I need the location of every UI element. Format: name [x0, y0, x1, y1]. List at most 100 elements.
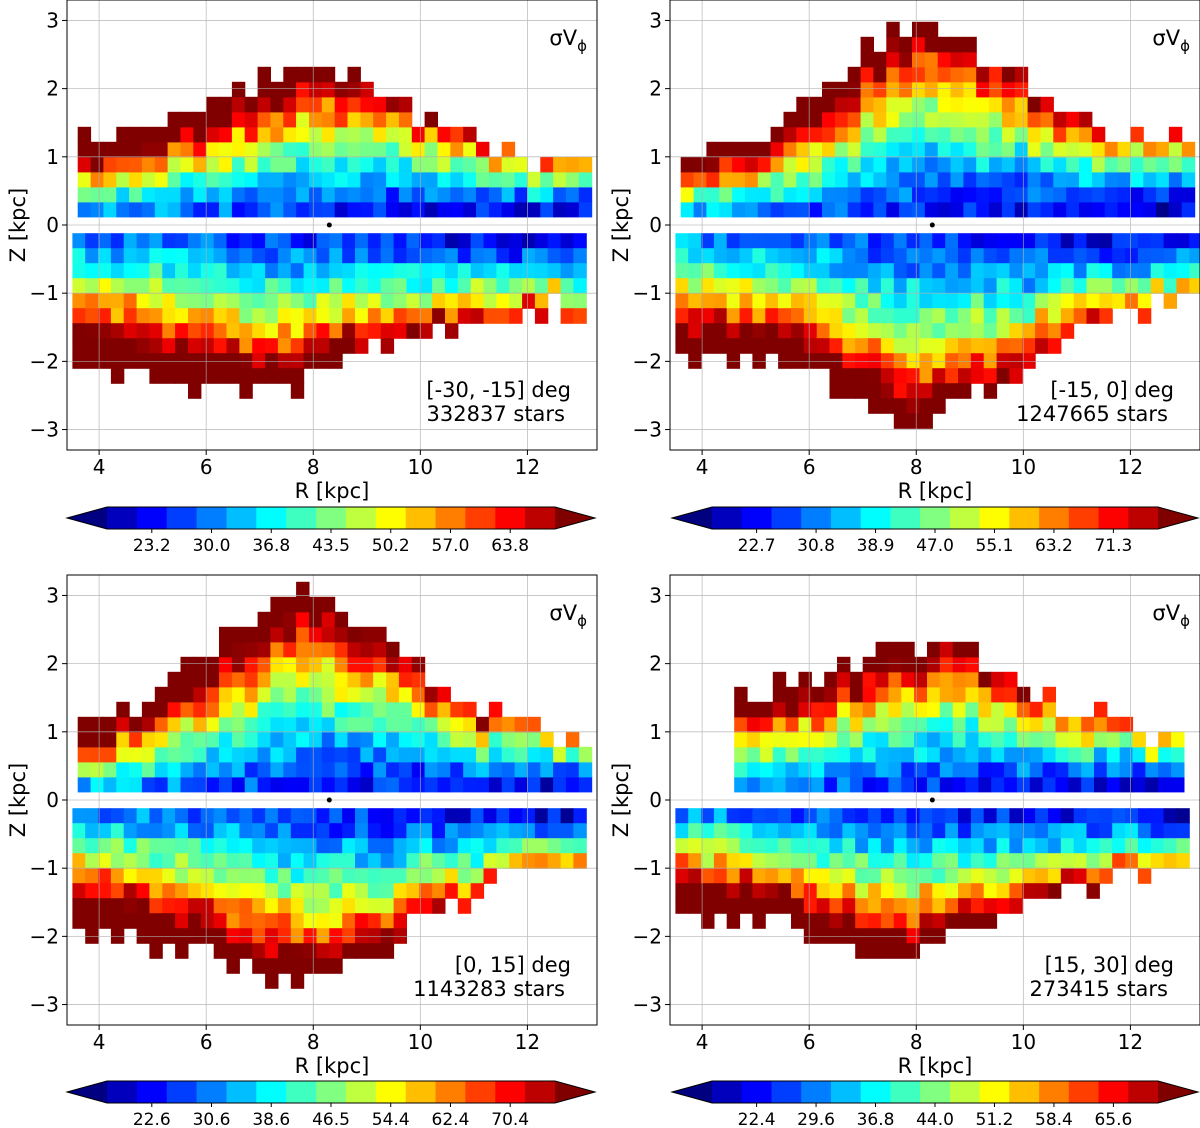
- heatmap-cell: [206, 761, 220, 778]
- heatmap-cell: [1066, 186, 1080, 203]
- colorbar-band: [830, 507, 862, 529]
- heatmap-cell: [463, 746, 477, 763]
- heatmap-cell: [983, 883, 998, 899]
- heatmap-cell: [252, 263, 266, 279]
- colorbar-band: [316, 1081, 347, 1103]
- heatmap-cell: [329, 838, 343, 854]
- heatmap-cell: [1117, 186, 1131, 203]
- heatmap-cell: [367, 823, 382, 839]
- heatmap-cell: [1086, 883, 1100, 899]
- heatmap-cell: [765, 883, 779, 899]
- heatmap-cell: [1035, 308, 1049, 324]
- colorbar-band: [1068, 1081, 1099, 1103]
- heatmap-cell: [791, 898, 805, 914]
- heatmap-cell: [342, 823, 356, 839]
- heatmap-cell: [675, 323, 689, 339]
- heatmap-cell: [188, 898, 202, 914]
- heatmap-cell: [816, 823, 831, 839]
- heatmap-cell: [919, 898, 933, 914]
- heatmap-cell: [244, 671, 259, 688]
- heatmap-cell: [252, 323, 266, 339]
- heatmap-cell: [983, 263, 998, 279]
- heatmap-cell: [1048, 233, 1062, 249]
- heatmap-cell: [950, 51, 964, 68]
- heatmap-cell: [347, 731, 361, 748]
- heatmap-cell: [239, 808, 253, 824]
- heatmap-cell: [85, 913, 99, 929]
- heatmap-cell: [932, 323, 946, 339]
- heatmap-cell: [129, 141, 143, 158]
- heatmap-cell: [849, 746, 864, 763]
- heatmap-cell: [424, 126, 438, 143]
- heatmap-cell: [1040, 156, 1054, 173]
- heatmap-cell: [386, 96, 400, 113]
- heatmap-cell: [770, 171, 784, 188]
- heatmap-cell: [167, 186, 181, 203]
- heatmap-cell: [901, 671, 915, 688]
- heatmap-cell: [1009, 308, 1023, 324]
- star-count-label: 1143283 stars: [413, 977, 565, 1001]
- heatmap-cell: [72, 898, 86, 914]
- heatmap-cell: [983, 823, 998, 839]
- heatmap-cell: [123, 913, 138, 929]
- heatmap-cell: [265, 263, 279, 279]
- heatmap-cell: [367, 883, 382, 899]
- heatmap-cell: [116, 186, 130, 203]
- heatmap-cell: [321, 701, 336, 718]
- heatmap-cell: [450, 776, 464, 793]
- heatmap-cell: [321, 96, 336, 113]
- heatmap-cell: [893, 368, 908, 384]
- heatmap-cell: [906, 943, 920, 959]
- heatmap-cell: [534, 278, 549, 294]
- heatmap-cell: [219, 746, 233, 763]
- heatmap-cell: [701, 838, 715, 854]
- colorbar-band: [860, 507, 891, 529]
- heatmap-cell: [527, 201, 541, 218]
- heatmap-cell: [842, 293, 856, 309]
- heatmap-cell: [380, 853, 395, 869]
- heatmap-cell: [837, 716, 851, 733]
- heatmap-cell: [1130, 126, 1144, 143]
- colorbar: 23.2 30.0 36.8 43.5 50.2 57.0 63.8: [65, 506, 597, 556]
- heatmap-cell: [811, 686, 825, 703]
- heatmap-cell: [129, 186, 143, 203]
- heatmap-cell: [90, 201, 104, 218]
- heatmap-cell: [901, 746, 915, 763]
- heatmap-cell: [1117, 171, 1131, 188]
- heatmap-cell: [945, 913, 959, 929]
- heatmap-cell: [347, 156, 361, 173]
- heatmap-cell: [398, 201, 413, 218]
- heatmap-cell: [411, 656, 426, 673]
- heatmap-cell: [321, 126, 336, 143]
- heatmap-cell: [231, 746, 246, 763]
- heatmap-cell: [193, 716, 207, 733]
- heatmap-cell: [573, 838, 587, 854]
- heatmap-cell: [342, 808, 356, 824]
- heatmap-cell: [778, 808, 792, 824]
- heatmap-cell: [952, 731, 967, 748]
- heatmap-cell: [739, 808, 753, 824]
- heatmap-cell: [316, 278, 330, 294]
- heatmap-cell: [752, 263, 766, 279]
- heatmap-cell: [180, 201, 194, 218]
- heatmap-cell: [244, 201, 259, 218]
- heatmap-cell: [1014, 201, 1029, 218]
- heatmap-cell: [219, 111, 233, 128]
- heatmap-cell: [906, 898, 920, 914]
- heatmap-cell: [1073, 278, 1088, 294]
- heatmap-cell: [1119, 746, 1134, 763]
- heatmap-cell: [149, 853, 163, 869]
- heatmap-cell: [226, 823, 240, 839]
- heatmap-cell: [476, 776, 490, 793]
- heatmap-cell: [847, 126, 862, 143]
- heatmap-cell: [527, 171, 541, 188]
- colorbar-band: [1039, 1081, 1070, 1103]
- heatmap-cell: [963, 126, 977, 143]
- heatmap-cell: [231, 156, 246, 173]
- heatmap-cell: [886, 126, 900, 143]
- heatmap-cell: [290, 308, 305, 324]
- heatmap-cell: [193, 126, 207, 143]
- heatmap-cell: [963, 201, 977, 218]
- star-count-label: 1247665 stars: [1016, 402, 1168, 426]
- heatmap-cell: [783, 141, 797, 158]
